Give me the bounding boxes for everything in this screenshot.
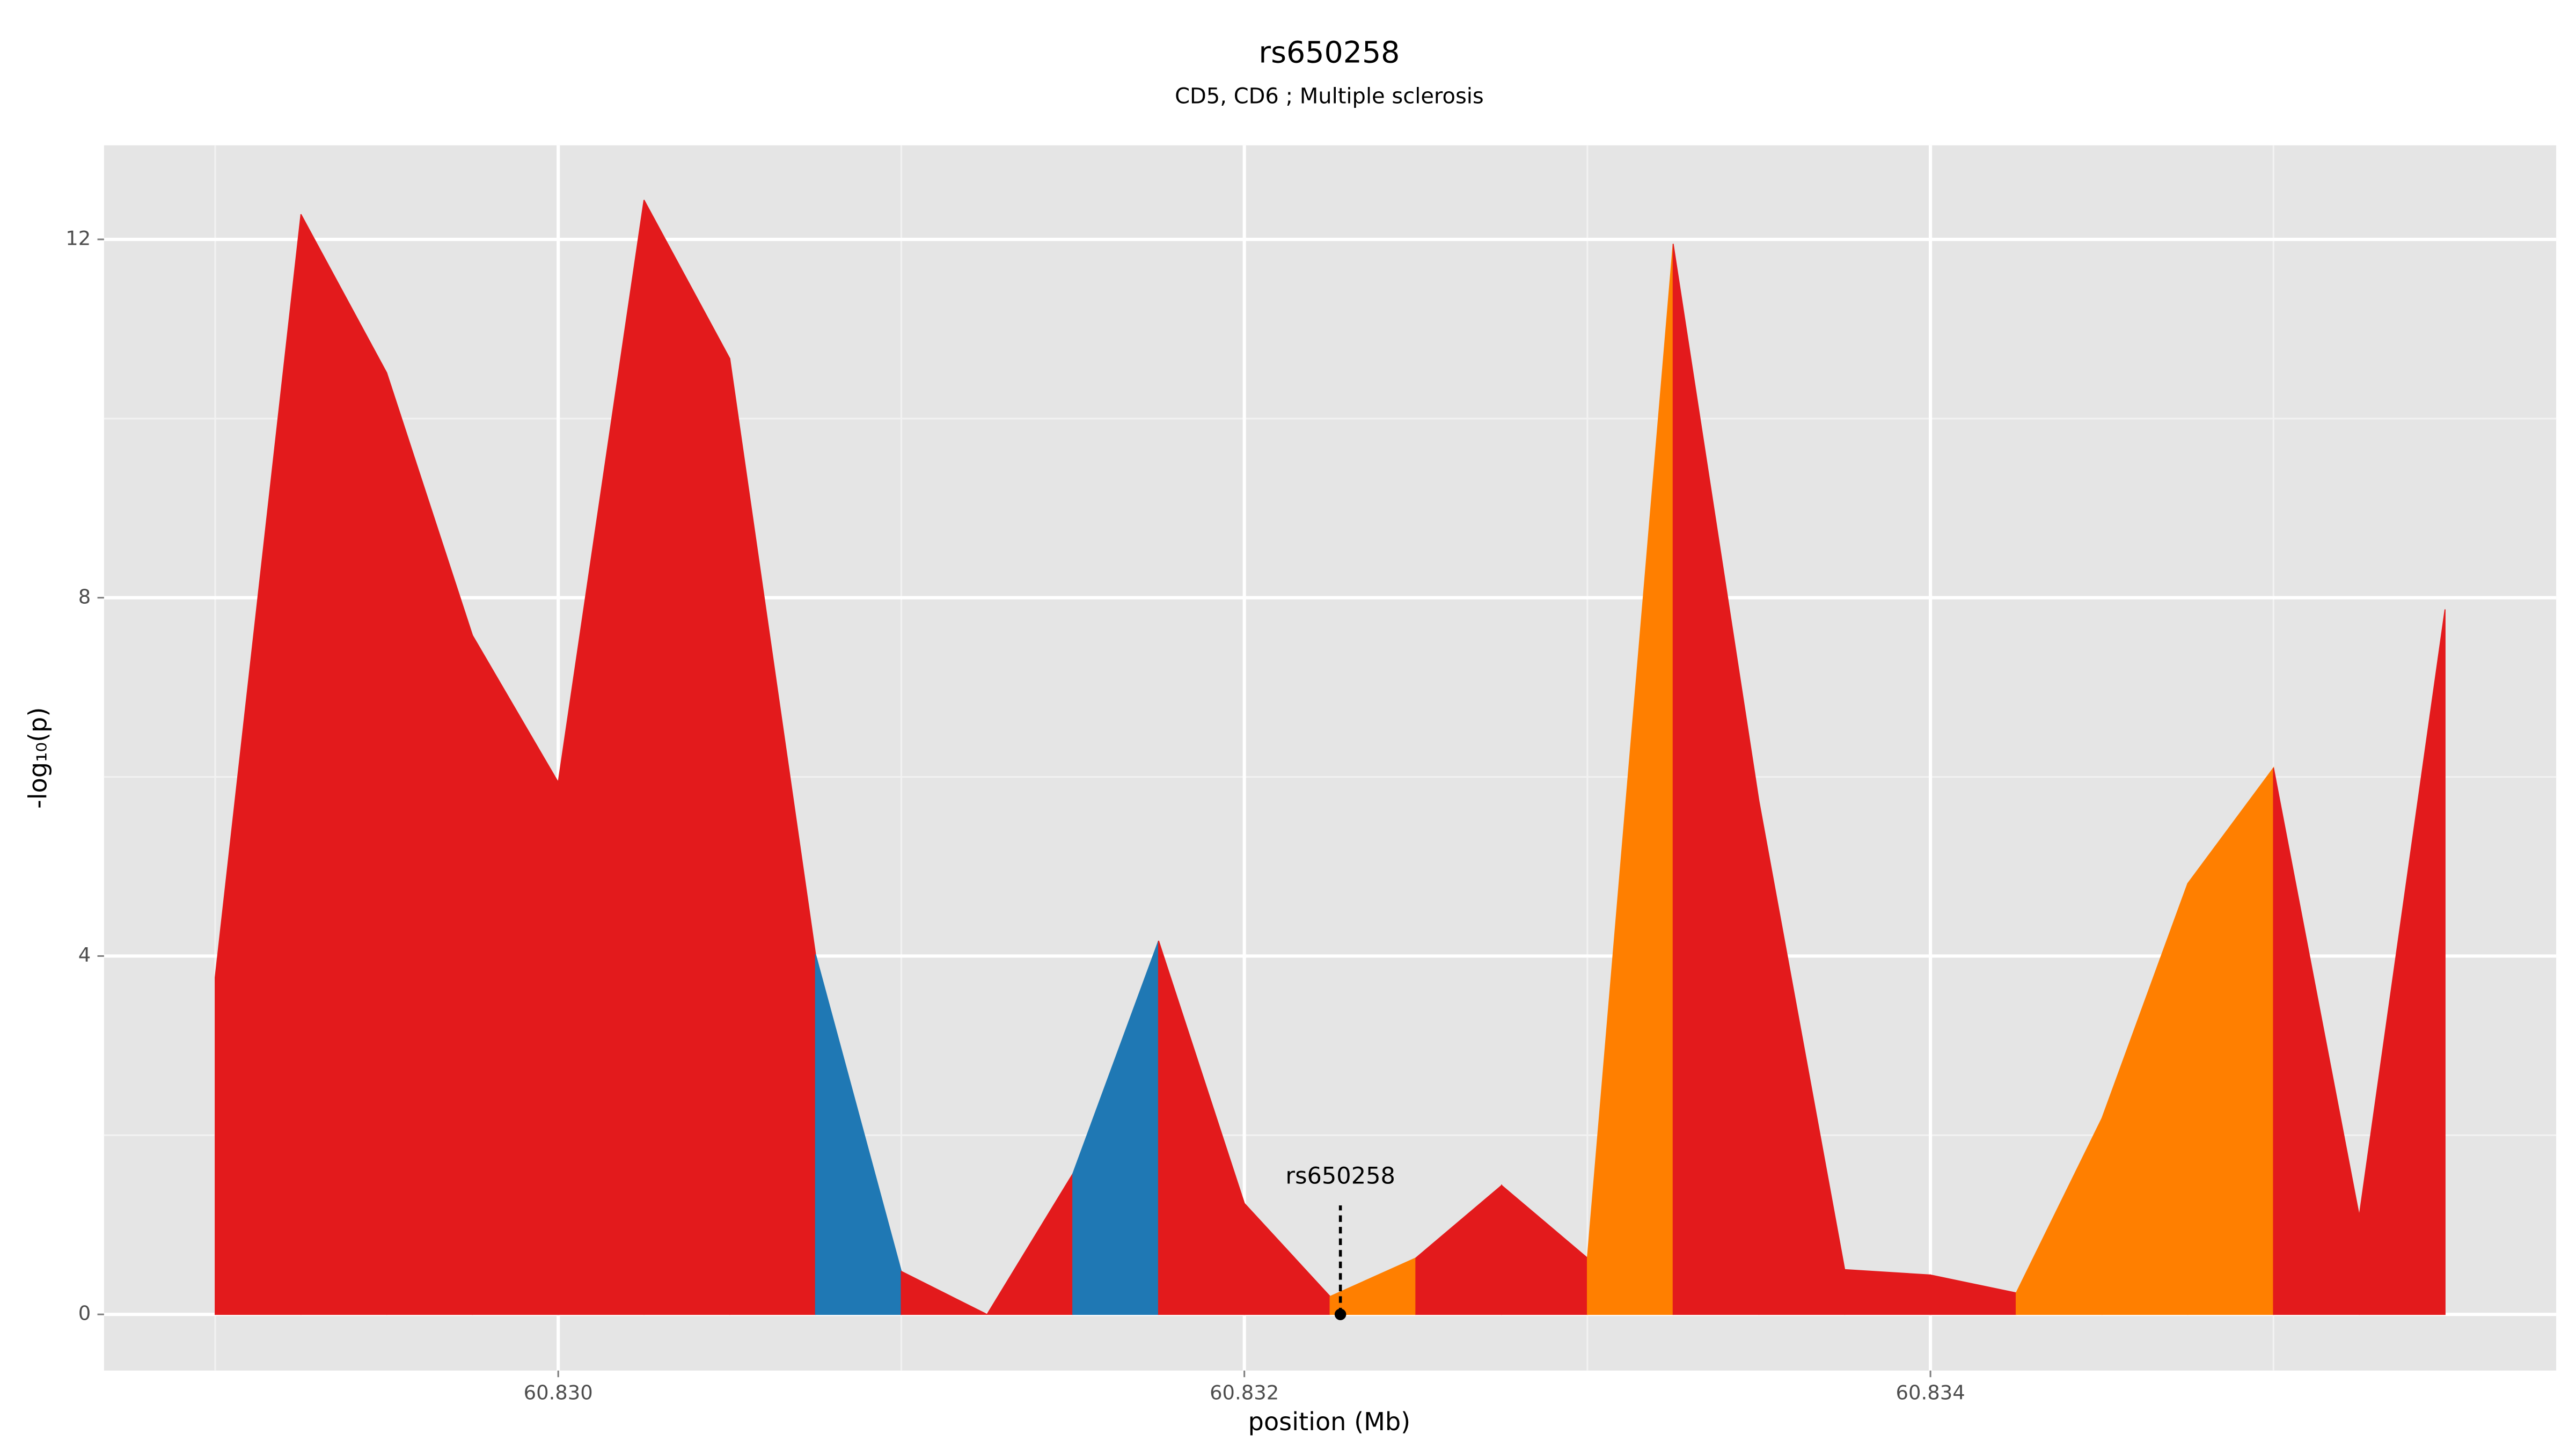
area-segment: [2359, 609, 2446, 1315]
x-axis-label: position (Mb): [1248, 1407, 1411, 1436]
annotation-label: rs650258: [1285, 1162, 1395, 1189]
area-segment: [1844, 1269, 1931, 1315]
chart-subtitle: CD5, CD6 ; Multiple sclerosis: [1175, 84, 1484, 109]
y-tick-label: 4: [78, 943, 91, 967]
area-segment: [643, 200, 730, 1315]
x-tick-label: 60.830: [524, 1381, 593, 1404]
x-tick-label: 60.834: [1896, 1381, 1965, 1404]
y-tick-label: 8: [78, 585, 91, 608]
x-tick-label: 60.832: [1210, 1381, 1279, 1404]
area-segment: [300, 214, 387, 1315]
chart-title: rs650258: [1258, 36, 1400, 70]
y-axis-label: -log₁₀(p): [23, 707, 52, 809]
y-tick-label: 12: [65, 227, 91, 250]
annotation-point: [1334, 1308, 1346, 1320]
area-segment: [901, 1270, 987, 1315]
y-tick-label: 0: [78, 1302, 91, 1325]
